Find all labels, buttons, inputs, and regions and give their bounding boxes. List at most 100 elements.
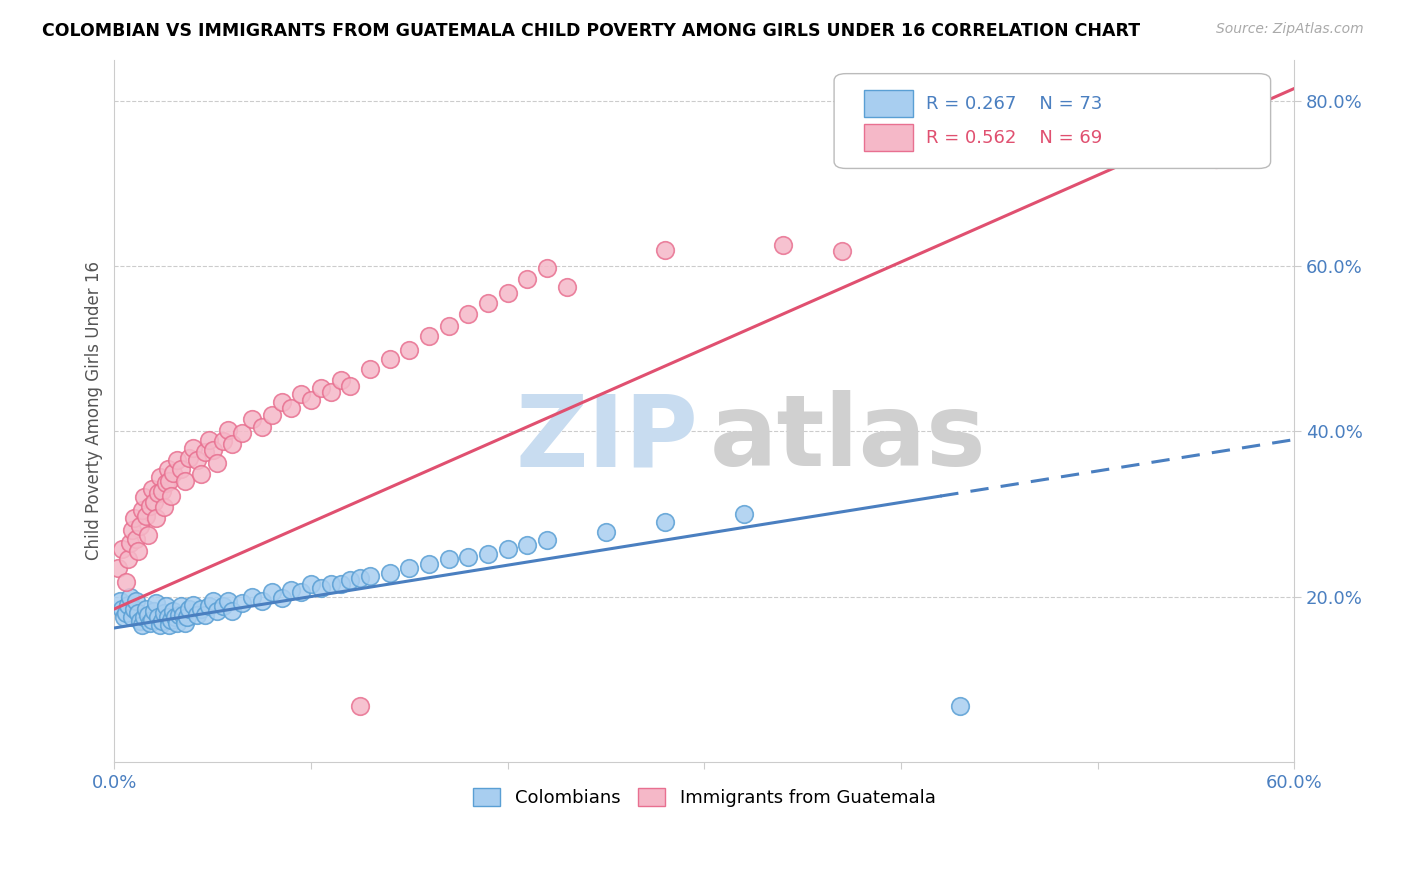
Point xyxy=(110,593,132,607)
Point xyxy=(270,395,292,409)
Point xyxy=(141,482,163,496)
Point xyxy=(142,604,165,618)
Point xyxy=(181,598,204,612)
Point xyxy=(260,408,283,422)
Point xyxy=(280,582,302,597)
Point xyxy=(217,593,239,607)
Point xyxy=(135,602,157,616)
Point xyxy=(181,441,204,455)
Point xyxy=(211,599,233,614)
Point xyxy=(111,602,134,616)
Point xyxy=(201,442,224,457)
Point xyxy=(378,566,401,581)
Point xyxy=(329,577,352,591)
Legend: Colombians, Immigrants from Guatemala: Colombians, Immigrants from Guatemala xyxy=(464,779,945,816)
Point xyxy=(270,591,292,606)
Point xyxy=(290,585,312,599)
Point xyxy=(201,593,224,607)
Point xyxy=(170,461,193,475)
Point xyxy=(174,474,197,488)
FancyBboxPatch shape xyxy=(863,124,912,151)
Point xyxy=(329,373,352,387)
Point xyxy=(122,602,145,616)
Point xyxy=(156,461,179,475)
Point xyxy=(260,585,283,599)
Point xyxy=(205,456,228,470)
Point xyxy=(120,590,142,604)
Point xyxy=(131,503,153,517)
Point xyxy=(162,466,184,480)
Point xyxy=(115,606,138,620)
Point xyxy=(319,577,342,591)
Point xyxy=(536,533,558,548)
Point xyxy=(162,604,184,618)
Point xyxy=(359,569,381,583)
Point xyxy=(145,511,167,525)
Point xyxy=(129,615,152,629)
Point xyxy=(190,467,212,482)
Point xyxy=(194,607,217,622)
Point xyxy=(299,577,322,591)
Point xyxy=(121,524,143,538)
FancyBboxPatch shape xyxy=(834,74,1271,169)
Point xyxy=(115,574,138,589)
Point xyxy=(831,244,853,259)
Text: atlas: atlas xyxy=(710,391,987,487)
Point xyxy=(179,602,201,616)
Point xyxy=(217,423,239,437)
Point xyxy=(131,618,153,632)
Point xyxy=(107,560,129,574)
Point xyxy=(139,499,162,513)
Text: R = 0.267    N = 73: R = 0.267 N = 73 xyxy=(927,95,1102,112)
Point xyxy=(457,307,479,321)
Point xyxy=(155,475,177,490)
Point xyxy=(152,500,174,515)
Point xyxy=(516,271,538,285)
Point xyxy=(159,618,181,632)
Point xyxy=(155,599,177,614)
Point xyxy=(150,483,173,498)
Point xyxy=(136,527,159,541)
Point xyxy=(339,573,361,587)
Point xyxy=(145,596,167,610)
Point xyxy=(166,615,188,630)
Point xyxy=(117,598,139,612)
Point xyxy=(496,541,519,556)
Point xyxy=(240,412,263,426)
Point xyxy=(198,599,221,614)
Text: COLOMBIAN VS IMMIGRANTS FROM GUATEMALA CHILD POVERTY AMONG GIRLS UNDER 16 CORREL: COLOMBIAN VS IMMIGRANTS FROM GUATEMALA C… xyxy=(42,22,1140,40)
Point xyxy=(146,486,169,500)
Point xyxy=(349,571,371,585)
Point xyxy=(186,453,208,467)
Text: R = 0.562    N = 69: R = 0.562 N = 69 xyxy=(927,128,1102,146)
Point xyxy=(555,279,578,293)
Point xyxy=(949,698,972,713)
Point xyxy=(125,532,148,546)
Point xyxy=(127,544,149,558)
Point xyxy=(516,538,538,552)
Point xyxy=(398,343,420,358)
Point xyxy=(437,318,460,333)
Point xyxy=(166,453,188,467)
Point xyxy=(772,238,794,252)
Point xyxy=(120,536,142,550)
Point xyxy=(309,381,332,395)
Point xyxy=(240,590,263,604)
Point xyxy=(536,260,558,275)
Point xyxy=(349,698,371,713)
Point xyxy=(1205,152,1227,166)
Text: ZIP: ZIP xyxy=(516,391,699,487)
Point xyxy=(190,602,212,616)
Point xyxy=(174,615,197,630)
Point xyxy=(132,491,155,505)
Point xyxy=(339,379,361,393)
Point xyxy=(221,436,243,450)
Point xyxy=(172,607,194,622)
Point xyxy=(418,557,440,571)
Point xyxy=(156,610,179,624)
Point xyxy=(231,596,253,610)
Point xyxy=(477,296,499,310)
FancyBboxPatch shape xyxy=(863,90,912,117)
Point xyxy=(595,525,617,540)
Point xyxy=(457,549,479,564)
